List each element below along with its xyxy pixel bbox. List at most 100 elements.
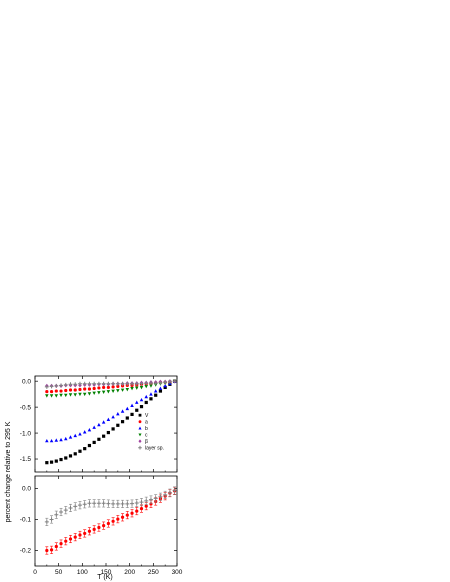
data-point — [87, 428, 92, 432]
data-point — [64, 388, 68, 393]
data-point — [139, 405, 144, 409]
data-point — [106, 385, 110, 390]
y-tick-label: -0.1 — [20, 517, 32, 524]
y-tick-label: -0.5 — [20, 404, 32, 411]
data-point — [106, 501, 111, 506]
data-point — [106, 390, 111, 394]
data-point — [63, 382, 68, 387]
data-point — [101, 420, 106, 424]
data-point — [153, 389, 158, 393]
data-point — [101, 381, 106, 386]
data-point — [87, 501, 92, 506]
legend-label: V — [145, 413, 149, 419]
legend-label: layer sp. — [145, 446, 164, 452]
data-point — [125, 388, 130, 392]
data-point — [87, 529, 92, 533]
data-point — [116, 384, 120, 388]
series-layer-sp- — [44, 379, 177, 389]
y-tick-label: -1.5 — [20, 456, 32, 463]
data-point — [82, 381, 87, 386]
data-point — [97, 525, 101, 530]
data-point — [59, 389, 63, 393]
data-point — [167, 379, 172, 384]
data-point — [111, 385, 115, 389]
data-point — [49, 438, 54, 443]
x-tick-label: 50 — [55, 569, 63, 576]
data-point — [115, 381, 120, 386]
data-point — [92, 527, 96, 531]
data-point — [77, 381, 82, 386]
data-point — [97, 422, 101, 427]
data-point — [59, 457, 63, 462]
series-b — [45, 379, 177, 443]
data-point — [64, 456, 68, 460]
data-point — [78, 387, 82, 392]
data-point — [163, 380, 168, 385]
data-point — [125, 381, 130, 386]
data-point — [78, 533, 82, 537]
data-point — [125, 501, 130, 506]
data-point — [116, 517, 120, 521]
legend-marker — [138, 445, 142, 450]
data-point — [111, 389, 115, 393]
data-point — [120, 388, 125, 392]
data-point — [163, 492, 168, 497]
legend-marker — [138, 433, 142, 437]
data-point — [68, 388, 73, 392]
data-point — [45, 389, 49, 394]
data-point — [82, 502, 87, 507]
data-point — [139, 381, 144, 386]
data-point — [125, 406, 130, 411]
data-point — [135, 386, 139, 390]
data-point — [68, 537, 73, 541]
x-tick-label: 150 — [101, 569, 112, 576]
data-point — [135, 400, 139, 404]
data-point — [68, 454, 73, 458]
data-point — [130, 403, 134, 408]
data-point — [116, 389, 120, 393]
data-point — [49, 517, 54, 522]
data-point — [111, 519, 115, 523]
data-point — [172, 379, 177, 384]
bottom-plot-frame — [34, 475, 178, 567]
data-point — [45, 438, 49, 443]
series-c — [45, 379, 177, 398]
data-point — [111, 415, 115, 419]
data-point — [49, 548, 54, 552]
data-point — [92, 425, 96, 429]
data-point — [158, 389, 163, 393]
data-point — [73, 393, 77, 397]
x-tick-label: 300 — [172, 569, 183, 576]
data-point — [135, 509, 139, 513]
data-point — [111, 427, 115, 431]
data-point — [68, 393, 73, 397]
data-point — [144, 498, 149, 503]
data-point — [68, 435, 73, 439]
data-point — [73, 452, 77, 456]
data-point — [158, 380, 163, 385]
data-point — [87, 381, 92, 386]
data-point — [92, 440, 96, 445]
data-point — [68, 382, 73, 387]
data-point — [49, 384, 54, 389]
data-point — [102, 434, 106, 438]
data-point — [153, 381, 158, 386]
data-point — [73, 535, 77, 539]
data-point — [101, 501, 106, 506]
data-point — [73, 433, 77, 438]
data-point — [144, 400, 148, 405]
data-point — [134, 501, 139, 505]
data-point — [148, 381, 153, 386]
data-point — [111, 381, 116, 386]
data-point — [92, 386, 96, 391]
data-point — [49, 394, 54, 398]
data-point — [120, 409, 125, 413]
data-point — [97, 437, 101, 441]
data-point — [92, 381, 97, 386]
data-point — [82, 430, 87, 434]
data-point — [106, 430, 110, 435]
data-point — [139, 397, 144, 402]
data-point — [59, 542, 63, 546]
data-point — [44, 519, 49, 524]
